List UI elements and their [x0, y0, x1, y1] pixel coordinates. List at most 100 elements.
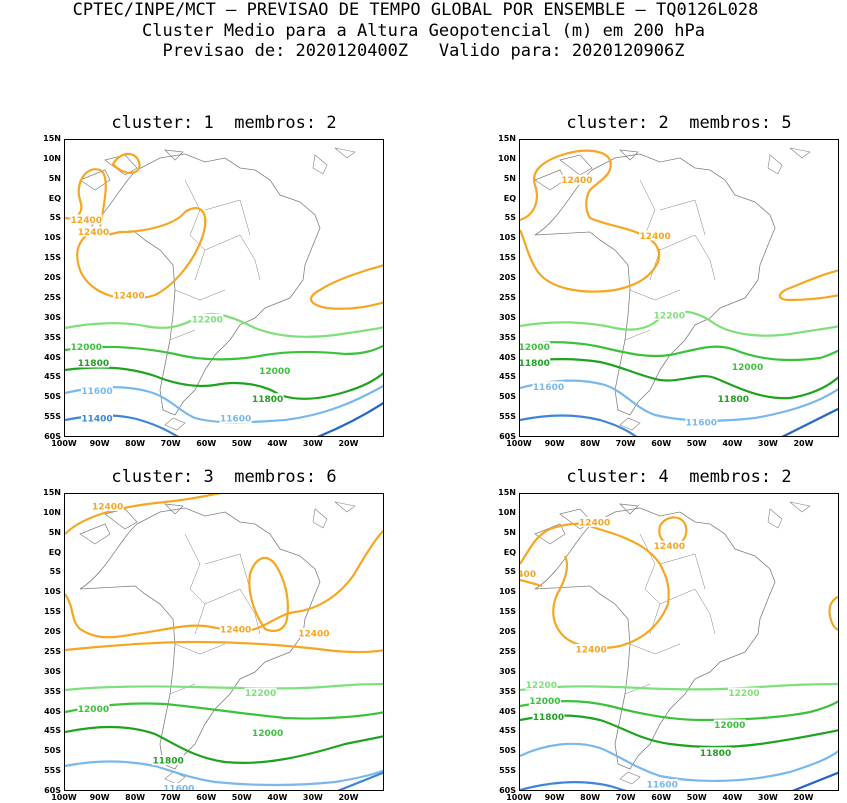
- y-tick-label: 10S: [44, 233, 61, 243]
- y-tick-label: EQ: [503, 193, 516, 203]
- contour-line-12400: [65, 494, 221, 535]
- contour-line-12200: [520, 682, 838, 692]
- x-tick-label: 60W: [651, 439, 672, 448]
- contour-label: 11600: [686, 419, 717, 429]
- contour-label-bg: [251, 727, 284, 738]
- contour-label-bg: [219, 413, 252, 424]
- x-tick-label: 80W: [125, 793, 146, 802]
- y-tick-label: 20S: [499, 627, 516, 637]
- x-tick-label: 40W: [267, 439, 288, 448]
- x-tick-label: 70W: [160, 439, 181, 448]
- contour-line-12000: [520, 700, 838, 722]
- coastline: [534, 507, 776, 770]
- coastline: [534, 153, 776, 416]
- contour-label: 11400: [81, 415, 112, 425]
- contour-label: 11600: [163, 785, 194, 791]
- contour-label-bg: [731, 361, 764, 372]
- y-tick-label: 15N: [43, 134, 61, 143]
- contour-label-bg: [713, 719, 746, 730]
- contour-line-12400: [778, 269, 838, 302]
- y-tick-label: 10S: [499, 233, 516, 243]
- contour-line-11600: [520, 742, 838, 783]
- contour-line-11800: [520, 714, 838, 749]
- contour-line-12400: [65, 640, 383, 654]
- y-tick-label: 15N: [498, 134, 516, 143]
- x-tick-label: 90W: [89, 439, 110, 448]
- panel-3-svg: 12400 12400 12400 12200 12000 12000 11800 11600: [65, 494, 383, 791]
- contour-label-bg: [646, 779, 679, 790]
- y-tick-label: 20S: [44, 273, 61, 283]
- y-tick-label: 15S: [499, 607, 516, 617]
- contour-label: 11800: [533, 713, 564, 723]
- header-line-3: Previsao de: 2020120400Z Valido para: 20…: [162, 41, 685, 61]
- contour-line-11800: [65, 725, 383, 764]
- contour-line-11400: [520, 414, 638, 436]
- contour-label-bg: [70, 214, 103, 225]
- contour-label: 12400: [654, 542, 685, 552]
- y-tick-label: 5S: [504, 213, 516, 223]
- panel-2-title: cluster: 2 membros: 5: [566, 113, 792, 133]
- x-tick-label: 90W: [544, 793, 565, 802]
- contour-label-bg: [532, 711, 565, 722]
- contour-label-bg: [251, 393, 284, 404]
- contour-label: 12000: [529, 697, 560, 707]
- contour-label-bg: [717, 393, 750, 404]
- contour-label-bg: [152, 755, 185, 766]
- y-tick-label: 15S: [499, 253, 516, 263]
- y-tick-label: 60S: [44, 432, 61, 441]
- y-tick-label: 40S: [499, 352, 516, 362]
- islands: [619, 501, 811, 785]
- x-tick-label: 80W: [125, 439, 146, 448]
- x-tick-label: 70W: [160, 793, 181, 802]
- contour-label: 12200: [245, 689, 276, 699]
- y-tick-label: EQ: [48, 193, 61, 203]
- x-tick-label: 70W: [615, 793, 636, 802]
- contour-line-12400: [520, 578, 543, 588]
- contour-label: 12000: [732, 363, 763, 373]
- contour-line-12000: [520, 341, 838, 362]
- contour-label-bg: [258, 365, 291, 376]
- header-line-1: CPTEC/INPE/MCT – PREVISAO DE TEMPO GLOBA…: [72, 0, 759, 20]
- x-tick-label: 100W: [51, 793, 77, 802]
- contour-label: 12200: [654, 311, 685, 321]
- x-tick-label: 40W: [722, 439, 743, 448]
- contour-label-bg: [77, 226, 110, 237]
- contour-label: 12400: [113, 291, 144, 301]
- panel-2-svg: 12400 12400 12200 12000 11800 12000 11800 11600…: [520, 147, 838, 436]
- x-tick-label: 60W: [196, 439, 217, 448]
- x-tick-label: 80W: [580, 439, 601, 448]
- x-tick-label: 20W: [793, 793, 814, 802]
- panel-4-svg: 12400 12400 2400 12400 12200 12200 12000 11800 1…: [520, 501, 838, 790]
- contour-line-12400: [111, 152, 141, 174]
- y-tick-label: 50S: [499, 392, 516, 402]
- y-tick-label: 25S: [44, 646, 61, 656]
- panel-4-title: cluster: 4 membros: 2: [566, 467, 792, 487]
- y-tick-label: 5N: [503, 173, 516, 183]
- contour-line-12000: [65, 702, 383, 720]
- x-tick-label: 50W: [686, 793, 707, 802]
- contour-label: 12000: [78, 705, 109, 715]
- contour-label: 11600: [533, 383, 564, 393]
- panel-3-map: 12400 12400 12400 12200 12000 12000 11800 11600: [64, 493, 384, 791]
- contour-label-bg: [528, 695, 561, 706]
- x-tick-label: 40W: [267, 793, 288, 802]
- contour-line-12000: [65, 344, 383, 361]
- panel-2-map: 12400 12400 12200 12000 11800 12000 11800 11600…: [519, 139, 839, 437]
- contour-label-bg: [699, 747, 732, 758]
- contour-label: 11800: [152, 757, 183, 767]
- contour-label-bg: [520, 341, 551, 352]
- y-tick-label: 5S: [504, 567, 516, 577]
- y-tick-label: 35S: [499, 332, 516, 342]
- contour-label: 12400: [92, 502, 123, 512]
- contour-line-12400: [65, 168, 207, 300]
- contour-label: 11600: [220, 415, 251, 425]
- y-tick-label: 45S: [499, 372, 516, 382]
- y-tick-label: 55S: [499, 766, 516, 776]
- y-tick-label: 5N: [48, 527, 61, 537]
- y-tick-label: 30S: [44, 666, 61, 676]
- contour-label: 11600: [81, 387, 112, 397]
- contour-label: 12000: [520, 343, 550, 353]
- contour-line-11400: [520, 780, 627, 790]
- contour-label-bg: [520, 568, 540, 579]
- x-tick-label: 40W: [722, 793, 743, 802]
